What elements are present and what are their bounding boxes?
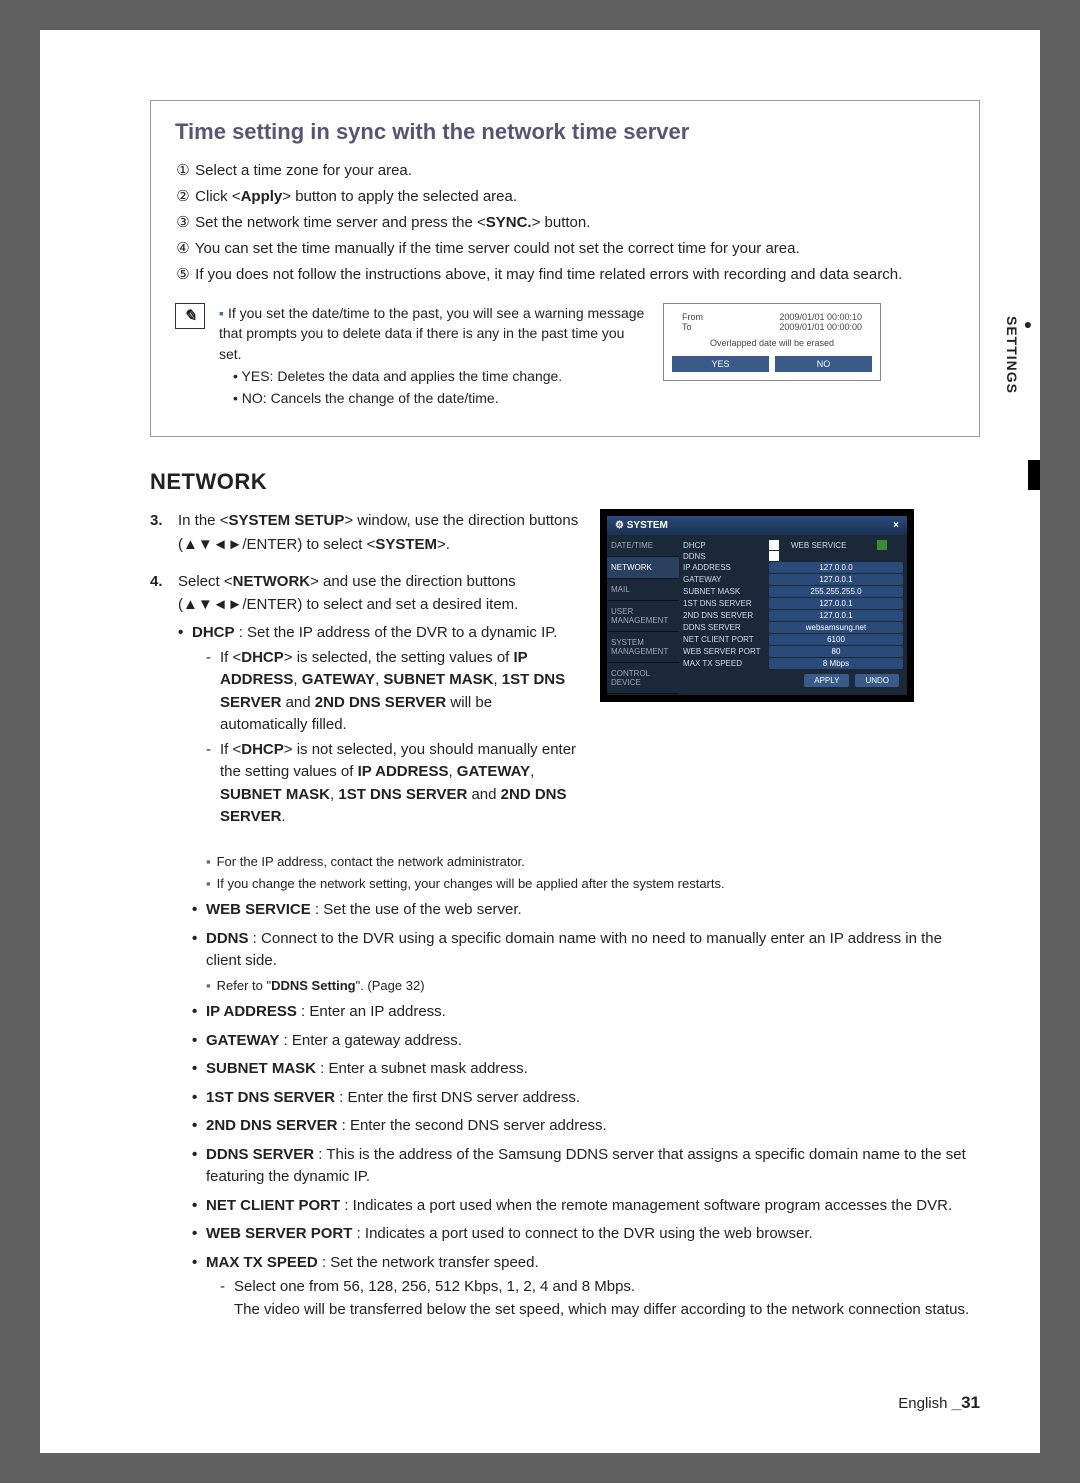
bullet-ddnsserver: DDNS SERVER : This is the address of the… [192,1144,980,1189]
step-2: ② Click <Apply> button to apply the sele… [175,185,955,209]
maxtx-dash: Select one from 56, 128, 256, 512 Kbps, … [220,1276,980,1321]
box-title: Time setting in sync with the network ti… [175,119,955,145]
time-sync-box: Time setting in sync with the network ti… [150,100,980,437]
step-4: ④ You can set the time manually if the t… [175,237,955,261]
page-footer: English _31 [898,1393,980,1413]
sys-tab-mail[interactable]: MAIL [607,579,679,601]
warn-yes-button[interactable]: YES [672,356,769,372]
step-item-4: 4. Select <NETWORK> and use the directio… [150,570,580,835]
bullet-webservice: WEB SERVICE : Set the use of the web ser… [192,899,980,922]
sq-note-1: ▪For the IP address, contact the network… [206,853,980,871]
bullet-ddns: DDNS : Connect to the DVR using a specif… [192,928,980,995]
close-icon[interactable]: × [893,520,899,531]
web-checkbox[interactable] [877,540,887,550]
bullet-dhcp: DHCP : Set the IP address of the DVR to … [178,622,580,829]
side-marker [1028,460,1040,490]
sys-tab-control[interactable]: CONTROL DEVICE [607,663,679,694]
ddns-checkbox[interactable] [769,551,779,561]
bullet-subnet: SUBNET MASK : Enter a subnet mask addres… [192,1058,980,1081]
warning-dialog: From2009/01/01 00:00:10 To2009/01/01 00:… [663,303,881,381]
bullet-ipaddress: IP ADDRESS : Enter an IP address. [192,1001,980,1024]
sys-tab-network[interactable]: NETWORK [607,557,679,579]
side-tab-settings: SETTINGS [1000,310,1040,400]
step-5: ⑤ If you does not follow the instruction… [175,263,955,287]
apply-button[interactable]: APPLY [804,674,849,687]
sys-tab-datetime[interactable]: DATE/TIME [607,535,679,557]
note-text: ▪If you set the date/time to the past, y… [219,303,649,408]
bullet-webport: WEB SERVER PORT : Indicates a port used … [192,1223,980,1246]
bullet-maxtx: MAX TX SPEED : Set the network transfer … [192,1252,980,1322]
sq-note-2: ▪If you change the network setting, your… [206,875,980,893]
sys-tab-sysmgmt[interactable]: SYSTEM MANAGEMENT [607,632,679,663]
dhcp-dash-2: If <DHCP> is not selected, you should ma… [206,739,580,829]
step-item-3: 3. In the <SYSTEM SETUP> window, use the… [150,509,580,556]
bullet-gateway: GATEWAY : Enter a gateway address. [192,1030,980,1053]
dhcp-dash-1: If <DHCP> is selected, the setting value… [206,647,580,737]
warn-no-button[interactable]: NO [775,356,872,372]
dhcp-checkbox[interactable] [769,540,779,550]
sys-tab-user[interactable]: USER MANAGEMENT [607,601,679,632]
step-3: ③ Set the network time server and press … [175,211,955,235]
undo-button[interactable]: UNDO [855,674,899,687]
note-icon: ✎ [175,303,205,329]
bullet-dns1: 1ST DNS SERVER : Enter the first DNS ser… [192,1087,980,1110]
network-heading: NETWORK [150,469,980,495]
system-screenshot: ⚙ SYSTEM × DATE/TIME NETWORK MAIL USER M… [600,509,914,702]
bullet-dns2: 2ND DNS SERVER : Enter the second DNS se… [192,1115,980,1138]
step-1: ① Select a time zone for your area. [175,159,955,183]
bullet-netclient: NET CLIENT PORT : Indicates a port used … [192,1195,980,1218]
